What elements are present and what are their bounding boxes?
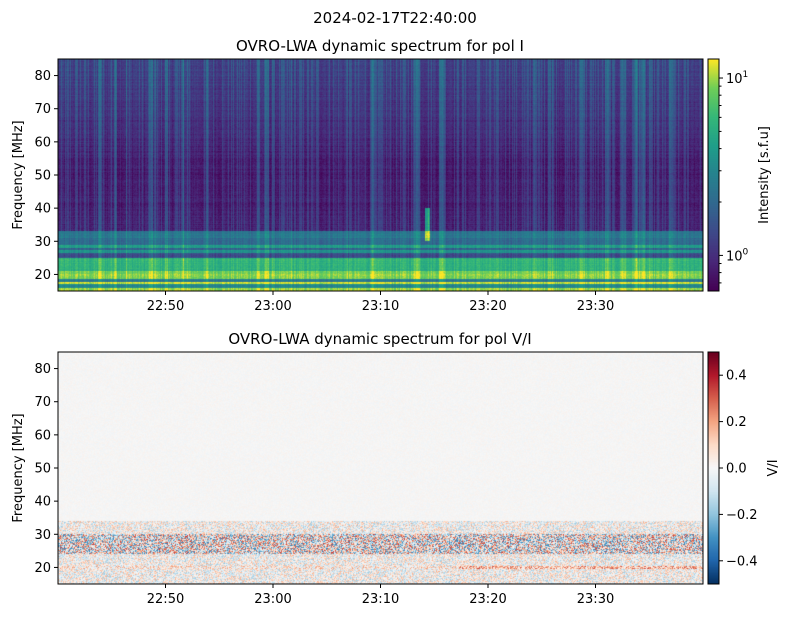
x-tick-label: 23:00 [254, 299, 291, 314]
axes-frame [57, 351, 704, 585]
x-tick-label: 23:20 [469, 299, 506, 314]
x-tick-label: 23:30 [577, 592, 614, 607]
colorbar-frame [707, 58, 720, 292]
axes-frame [57, 58, 704, 292]
colorbar-frame [707, 351, 720, 585]
y-tick-label: 20 [34, 268, 51, 283]
y-tick-label: 60 [34, 135, 51, 150]
x-tick-label: 23:00 [254, 592, 291, 607]
x-tick-label: 22:50 [147, 592, 184, 607]
colorbar-tick-label: 0.0 [726, 462, 747, 477]
pol-vi-title: OVRO-LWA dynamic spectrum for pol V/I [228, 330, 531, 348]
colorbar-tick-label: −0.4 [726, 554, 758, 569]
pol-vi-y-axis-label: Frequency [MHz] [11, 413, 26, 522]
x-tick-label: 23:20 [469, 592, 506, 607]
pol-vi-spectrogram-image [58, 352, 703, 584]
y-tick-label: 40 [34, 202, 51, 217]
intensity-colorbar-label: Intensity [s.f.u] [757, 126, 772, 224]
x-tick-label: 23:30 [577, 299, 614, 314]
y-tick-label: 40 [34, 495, 51, 510]
y-tick-label: 70 [34, 395, 51, 410]
pol-i-title: OVRO-LWA dynamic spectrum for pol I [236, 37, 524, 55]
colorbar-tick-label: 0.4 [726, 369, 747, 384]
vi-colorbar-label: V/I [766, 459, 781, 476]
vi-colorbar [708, 352, 719, 584]
y-tick-label: 80 [34, 69, 51, 84]
colorbar-tick-label: 101 [726, 70, 748, 87]
intensity-colorbar [708, 59, 719, 291]
y-tick-label: 70 [34, 102, 51, 117]
y-tick-label: 50 [34, 169, 51, 184]
y-tick-label: 30 [34, 528, 51, 543]
y-tick-label: 30 [34, 235, 51, 250]
figure-suptitle: 2024-02-17T22:40:00 [313, 9, 477, 27]
y-tick-label: 50 [34, 462, 51, 477]
y-tick-label: 20 [34, 561, 51, 576]
colorbar-tick-label: 100 [726, 247, 749, 264]
pol-i-y-axis-label: Frequency [MHz] [11, 120, 26, 229]
colorbar-tick-label: −0.2 [726, 508, 758, 523]
colorbar-tick-label: 0.2 [726, 415, 747, 430]
x-tick-label: 22:50 [147, 299, 184, 314]
y-tick-label: 80 [34, 362, 51, 377]
x-tick-label: 23:10 [362, 592, 399, 607]
y-tick-label: 60 [34, 428, 51, 443]
x-tick-label: 23:10 [362, 299, 399, 314]
pol-i-spectrogram-image [58, 59, 703, 291]
